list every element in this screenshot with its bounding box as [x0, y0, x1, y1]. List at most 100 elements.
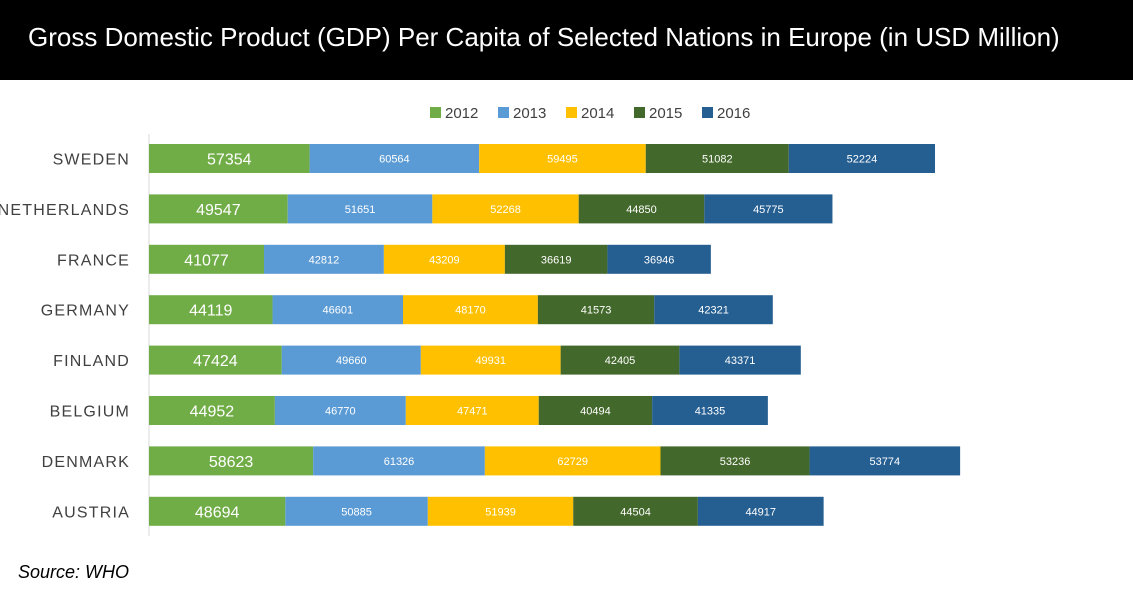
bar-2012 — [149, 496, 286, 526]
category-label: GERMANY — [41, 303, 130, 320]
legend-swatch-2014 — [566, 107, 577, 118]
bar-2014 — [484, 446, 661, 476]
data-label: 42321 — [698, 305, 729, 317]
title-bar: Gross Domestic Product (GDP) Per Capita … — [0, 0, 1133, 80]
bar-2013 — [281, 345, 421, 375]
data-label: 50885 — [341, 506, 372, 518]
legend-label-2015: 2015 — [649, 105, 682, 122]
bar-2013 — [274, 396, 406, 425]
legend-swatch-2013 — [498, 107, 509, 118]
bar-2016 — [679, 345, 801, 375]
legend-label-2016: 2016 — [717, 105, 750, 122]
category-label: AUSTRIA — [52, 504, 130, 521]
legend-label-2012: 2012 — [445, 105, 478, 122]
category-label: DENMARK — [42, 454, 130, 471]
bar-2013 — [264, 244, 384, 274]
bar-2015 — [537, 295, 655, 325]
data-label: 40494 — [580, 406, 611, 418]
data-label: 52268 — [490, 204, 521, 216]
chart-title: Gross Domestic Product (GDP) Per Capita … — [28, 22, 1060, 52]
bar-2015 — [504, 244, 608, 274]
data-label: 49660 — [336, 355, 367, 367]
data-label: 47424 — [193, 353, 238, 370]
data-label: 58623 — [209, 454, 254, 471]
bar-2015 — [560, 345, 680, 375]
bar-2016 — [809, 446, 961, 476]
bar-2014 — [405, 396, 539, 425]
data-label: 57354 — [207, 152, 252, 169]
data-label: 41335 — [695, 406, 726, 418]
data-label: 41077 — [184, 252, 229, 269]
bar-2013 — [272, 295, 404, 325]
legend-label-2014: 2014 — [581, 105, 614, 122]
bar-2012 — [149, 295, 273, 325]
bar-2016 — [697, 496, 824, 526]
data-label: 42812 — [309, 254, 340, 266]
legend-swatch-2012 — [430, 107, 441, 118]
data-label: 48694 — [195, 504, 240, 521]
bar-2016 — [654, 295, 773, 325]
bar-2014 — [403, 295, 538, 325]
data-label: 36946 — [644, 254, 675, 266]
data-label: 45775 — [753, 204, 784, 216]
data-label: 53774 — [870, 456, 901, 468]
data-label: 51651 — [345, 204, 376, 216]
data-label: 44504 — [620, 506, 651, 518]
data-label: 49547 — [196, 202, 241, 219]
data-label: 41573 — [581, 305, 612, 317]
bar-2015 — [578, 194, 705, 224]
bar-2016 — [788, 144, 936, 173]
data-label: 46770 — [325, 406, 356, 418]
data-label: 44119 — [189, 303, 232, 320]
bar-2014 — [432, 194, 579, 224]
bar-2014 — [383, 244, 505, 274]
data-label: 51082 — [702, 154, 733, 166]
data-label: 47471 — [457, 406, 488, 418]
category-label: NETHERLANDS — [0, 202, 130, 219]
data-label: 59495 — [547, 154, 578, 166]
legend-swatch-2015 — [634, 107, 645, 118]
data-label: 48170 — [455, 305, 486, 317]
bar-2012 — [149, 144, 310, 173]
bar-2016 — [704, 194, 833, 224]
data-label: 43371 — [725, 355, 756, 367]
data-label: 44917 — [745, 506, 776, 518]
bar-2015 — [645, 144, 789, 173]
bar-2012 — [149, 446, 314, 476]
bar-2015 — [573, 496, 698, 526]
bar-2012 — [149, 345, 282, 375]
data-label: 51939 — [485, 506, 516, 518]
bar-2013 — [287, 194, 433, 224]
category-label: BELGIUM — [50, 404, 130, 421]
data-label: 44952 — [190, 404, 235, 421]
bar-2012 — [149, 244, 265, 274]
bar-2015 — [538, 396, 653, 425]
bar-2014 — [420, 345, 561, 375]
category-label: FRANCE — [57, 252, 130, 269]
bar-2013 — [285, 496, 428, 526]
data-label: 61326 — [384, 456, 415, 468]
bar-2014 — [479, 144, 646, 173]
legend-swatch-2016 — [702, 107, 713, 118]
data-label: 49931 — [475, 355, 506, 367]
category-label: SWEDEN — [53, 152, 130, 169]
bar-2014 — [427, 496, 574, 526]
chart-area: 2012 2013 2014 2015 2016 SWEDEN 57354 60564 5949… — [0, 105, 961, 536]
data-label: 36619 — [541, 254, 572, 266]
data-label: 53236 — [720, 456, 751, 468]
category-label: FINLAND — [53, 353, 130, 370]
data-label: 46601 — [322, 305, 353, 317]
data-label: 60564 — [379, 154, 410, 166]
data-label: 43209 — [429, 254, 460, 266]
bar-2015 — [660, 446, 810, 476]
data-label: 44850 — [626, 204, 657, 216]
data-label: 42405 — [605, 355, 636, 367]
data-label: 52224 — [847, 154, 878, 166]
bar-2012 — [149, 396, 275, 425]
bar-2012 — [149, 194, 288, 224]
bar-2016 — [607, 244, 711, 274]
bar-2016 — [652, 396, 768, 425]
legend-label-2013: 2013 — [513, 105, 546, 122]
bar-2013 — [313, 446, 485, 476]
bar-2013 — [309, 144, 480, 173]
